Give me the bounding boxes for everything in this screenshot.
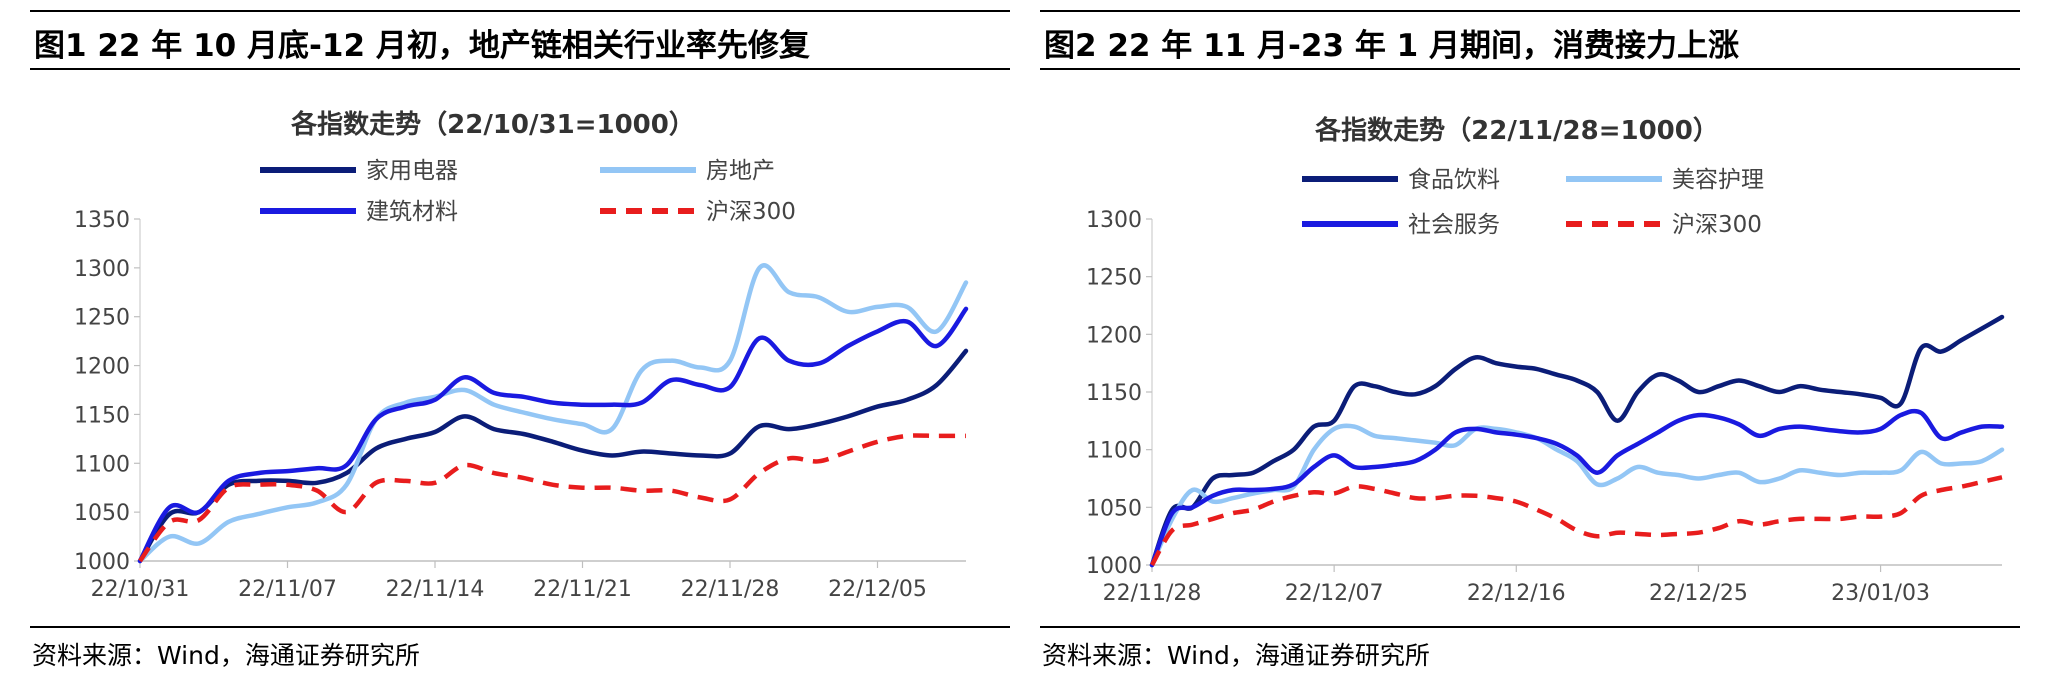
figure-2-chart: 各指数走势（22/11/28=1000） 1000 1050 1100 1150 1200… <box>1086 115 2005 606</box>
y-tick-label: 1150 <box>74 403 130 428</box>
y-tick-label: 1250 <box>1086 266 1142 291</box>
series-line-0 <box>1149 314 2005 568</box>
y-tick-label: 1100 <box>74 452 130 477</box>
legend-label: 房地产 <box>706 158 775 184</box>
legend-label: 建筑材料 <box>366 199 458 225</box>
x-tick-label: 22/11/21 <box>533 577 632 602</box>
series-line-3 <box>138 433 966 563</box>
y-tick-label: 1000 <box>74 550 130 575</box>
figure-2: 图2 22 年 11 月-23 年 1 月期间，消费接力上涨 各指数走势（22/… <box>1040 0 2020 683</box>
y-tick-label: 1250 <box>74 306 130 331</box>
series-line-3 <box>1150 475 2003 567</box>
x-tick-label: 22/10/31 <box>91 577 190 602</box>
figure-2-source: 资料来源：Wind，海通证券研究所 <box>1042 641 1430 670</box>
series-line-2 <box>1149 408 2005 568</box>
y-tick-label: 1050 <box>1086 496 1142 521</box>
legend-label: 沪深300 <box>1672 212 1762 238</box>
y-tick-label: 1350 <box>74 208 130 233</box>
x-tick-label: 22/12/16 <box>1467 581 1566 606</box>
legend-label: 家用电器 <box>366 158 458 184</box>
legend-label: 食品饮料 <box>1408 167 1500 193</box>
y-tick-label: 1100 <box>1086 439 1142 464</box>
series-line-2 <box>137 306 969 564</box>
y-tick-label: 1150 <box>1086 381 1142 406</box>
figure-1: 图1 22 年 10 月底-12 月初，地产链相关行业率先修复 各指数走势（22… <box>30 0 1010 683</box>
x-tick-label: 22/11/28 <box>681 577 780 602</box>
y-tick-label: 1200 <box>1086 323 1142 348</box>
x-tick-label: 22/11/28 <box>1103 581 1202 606</box>
figure-1-source: 资料来源：Wind，海通证券研究所 <box>32 641 420 670</box>
y-tick-label: 1300 <box>74 257 130 282</box>
x-tick-label: 22/11/07 <box>238 577 337 602</box>
legend-label: 美容护理 <box>1672 167 1764 193</box>
x-tick-label: 22/12/07 <box>1285 581 1384 606</box>
legend-label: 社会服务 <box>1408 212 1500 238</box>
y-tick-label: 1000 <box>1086 554 1142 579</box>
figure-1-heading-bar: 图1 22 年 10 月底-12 月初，地产链相关行业率先修复 <box>30 10 1010 70</box>
figure-2-source-bar: 资料来源：Wind，海通证券研究所 <box>1040 626 2020 670</box>
x-tick-label: 23/01/03 <box>1831 581 1930 606</box>
series-line-0 <box>137 348 969 564</box>
figure-2-heading-bar: 图2 22 年 11 月-23 年 1 月期间，消费接力上涨 <box>1040 10 2020 70</box>
figure-2-heading: 图2 22 年 11 月-23 年 1 月期间，消费接力上涨 <box>1044 28 1739 64</box>
x-tick-label: 22/12/25 <box>1649 581 1748 606</box>
y-tick-label: 1200 <box>74 355 130 380</box>
figure-1-heading: 图1 22 年 10 月底-12 月初，地产链相关行业率先修复 <box>34 28 810 64</box>
y-tick-label: 1300 <box>1086 208 1142 233</box>
series-line-1 <box>1149 423 2005 568</box>
figure-1-chart: 各指数走势（22/10/31=1000） 1000 1050 1100 1150 1200… <box>74 109 969 602</box>
chart-title: 各指数走势（22/11/28=1000） <box>1314 115 1719 146</box>
x-tick-label: 22/12/05 <box>828 577 927 602</box>
x-tick-label: 22/11/14 <box>386 577 485 602</box>
y-tick-label: 1050 <box>74 501 130 526</box>
legend-label: 沪深300 <box>706 199 796 225</box>
chart-title: 各指数走势（22/10/31=1000） <box>290 109 695 140</box>
figure-1-source-bar: 资料来源：Wind，海通证券研究所 <box>30 626 1010 670</box>
series-line-1 <box>137 263 969 564</box>
